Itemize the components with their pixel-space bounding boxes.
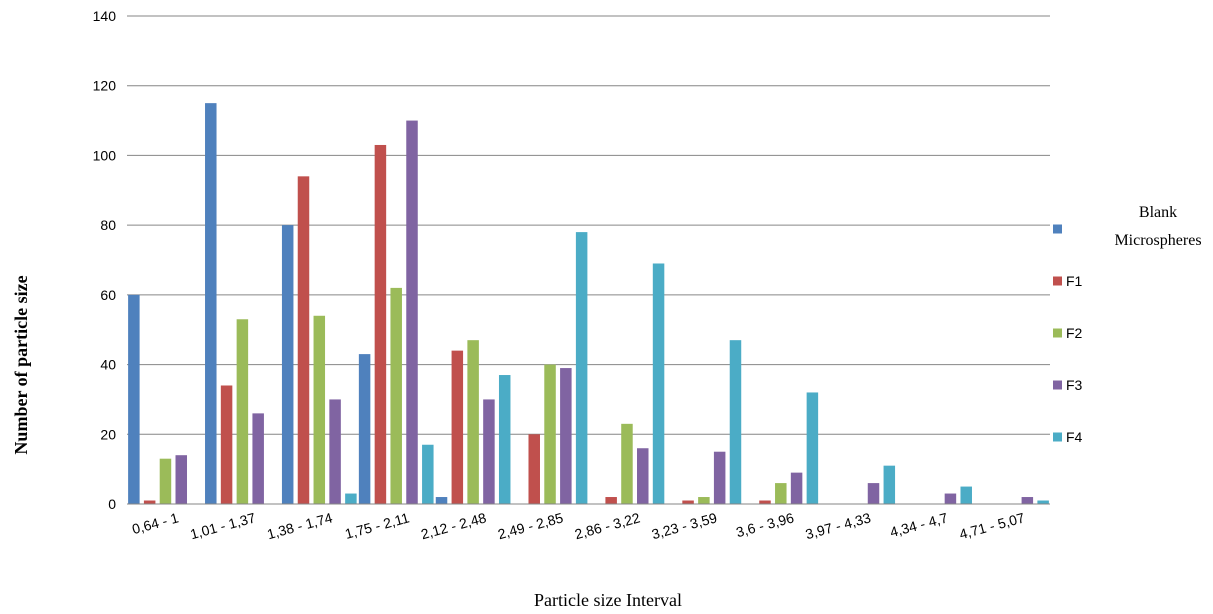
y-tick-label: 40	[100, 357, 116, 373]
bar-f3-0	[175, 455, 188, 504]
y-tick-label: 60	[100, 287, 116, 303]
x-tick-label: 4,34 - 4,7	[888, 509, 949, 540]
y-axis-ticks: 0 20 40 60 80 100 120 140	[93, 8, 117, 512]
bar-f4-2	[345, 493, 357, 504]
legend: Blank Microspheres F1 F2 F3 F4	[1053, 204, 1202, 445]
bar-f4-6	[652, 263, 665, 504]
x-tick-label: 0,64 - 1	[130, 509, 180, 537]
bar-blank-microspheres-0	[128, 294, 140, 504]
x-tick-label: 2,12 - 2,48	[419, 509, 488, 542]
legend-label-f3: F3	[1066, 377, 1083, 393]
y-axis-title: Number of particle size	[11, 275, 31, 454]
bar-blank-microspheres-1	[205, 103, 217, 504]
bar-f2-6	[621, 423, 633, 504]
legend-label-blank-microspheres-line2: Microspheres	[1114, 232, 1201, 249]
bar-f4-11	[1037, 500, 1049, 504]
bar-f1-2	[297, 176, 310, 504]
x-tick-label: 1,01 - 1,37	[188, 509, 257, 542]
legend-label-f4: F4	[1066, 429, 1083, 445]
bar-f2-1	[236, 319, 249, 504]
bar-f2-2	[313, 315, 326, 504]
gridlines	[127, 15, 1050, 435]
legend-swatch-f3	[1053, 380, 1062, 390]
bar-f3-11	[1021, 497, 1034, 504]
bar-f3-6	[637, 448, 649, 504]
bar-f4-10	[960, 486, 972, 504]
legend-swatch-f2	[1053, 328, 1062, 338]
x-tick-label: 1,38 - 1,74	[265, 509, 334, 542]
y-tick-label: 120	[93, 78, 117, 94]
y-tick-label: 0	[108, 496, 116, 512]
bars	[128, 103, 1049, 505]
y-tick-label: 100	[93, 147, 117, 163]
x-axis-ticks: 0,64 - 1 1,01 - 1,37 1,38 - 1,74 1,75 - 2,1…	[130, 509, 1026, 542]
bar-f4-7	[729, 340, 742, 504]
x-tick-label: 3,6 - 3,96	[734, 509, 795, 540]
y-tick-label: 140	[93, 8, 117, 24]
bar-f3-2	[329, 399, 341, 504]
legend-swatch-blank-microspheres	[1053, 224, 1062, 234]
y-tick-label: 80	[100, 217, 116, 233]
bar-f1-7	[682, 500, 694, 504]
x-tick-label: 1,75 - 2,11	[343, 509, 411, 542]
bar-f1-6	[605, 497, 617, 504]
bar-f2-3	[390, 287, 402, 504]
bar-blank-microspheres-2	[281, 225, 294, 504]
x-tick-label: 3,23 - 3,59	[650, 509, 719, 542]
bar-f1-0	[143, 500, 156, 504]
bar-f3-5	[560, 368, 572, 504]
bar-f1-5	[528, 434, 540, 504]
bar-f1-1	[220, 385, 233, 504]
bar-f2-8	[775, 483, 787, 504]
bar-f3-1	[252, 413, 264, 504]
bar-f3-7	[713, 451, 726, 504]
bar-f2-0	[159, 458, 172, 504]
x-tick-label: 3,97 - 4,33	[804, 509, 873, 542]
bar-f3-10	[944, 493, 957, 504]
bar-f4-8	[806, 392, 819, 504]
bar-f4-9	[883, 465, 896, 504]
x-axis-title: Particle size Interval	[534, 590, 682, 610]
bar-f1-3	[374, 144, 387, 504]
bar-f2-7	[698, 497, 710, 504]
y-tick-label: 20	[100, 426, 116, 442]
legend-swatch-f1	[1053, 276, 1062, 286]
bar-f4-3	[422, 444, 434, 504]
bar-blank-microspheres-3	[358, 354, 371, 504]
legend-swatch-f4	[1053, 432, 1062, 442]
x-tick-label: 2,49 - 2,85	[496, 509, 565, 542]
x-tick-label: 4,71 - 5,07	[958, 509, 1027, 542]
x-tick-label: 2,86 - 3,22	[573, 509, 642, 542]
legend-label-f2: F2	[1066, 325, 1083, 341]
bar-f3-8	[790, 472, 803, 504]
bar-f2-4	[467, 340, 479, 504]
bar-blank-microspheres-4	[435, 497, 448, 504]
legend-label-f1: F1	[1066, 273, 1083, 289]
bar-f1-8	[759, 500, 771, 504]
bar-f3-9	[867, 483, 880, 504]
bar-f3-4	[483, 399, 495, 504]
bar-f4-5	[575, 232, 588, 505]
bar-f2-5	[544, 364, 556, 504]
bar-f3-3	[406, 120, 418, 504]
bar-f4-4	[498, 375, 511, 504]
legend-label-blank-microspheres: Blank	[1139, 204, 1177, 221]
bar-f1-4	[451, 350, 464, 504]
